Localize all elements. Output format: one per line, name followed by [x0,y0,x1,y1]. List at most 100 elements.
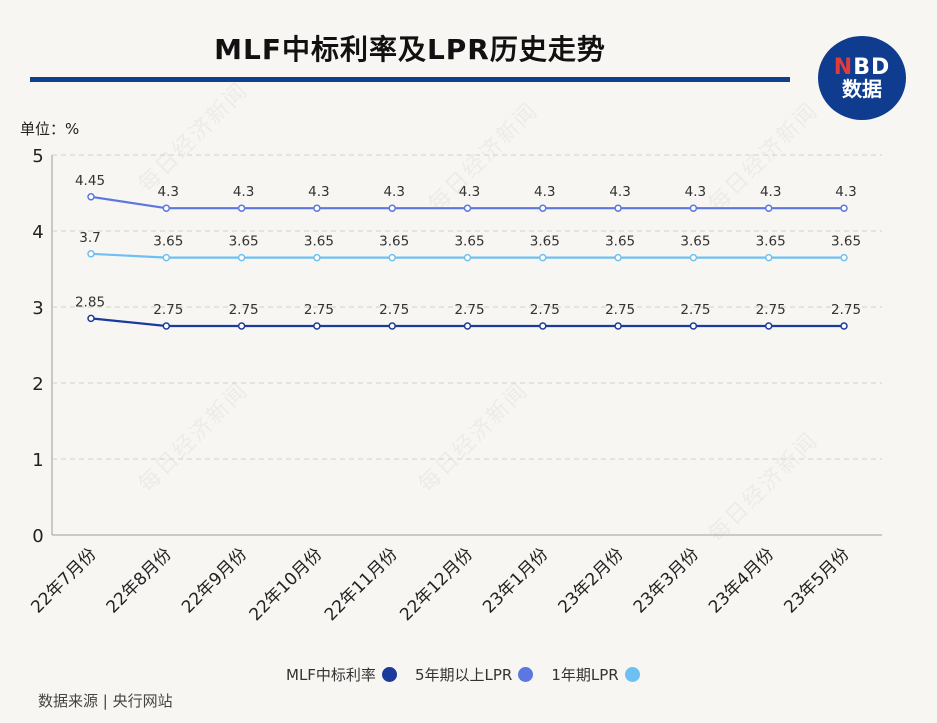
data-label: 4.3 [760,184,781,200]
data-point [162,204,171,212]
data-point [237,204,246,212]
y-tick-label: 2 [32,374,43,395]
data-label: 3.65 [605,234,635,250]
x-tick-label: 23年4月份 [705,544,778,617]
data-point [689,204,698,212]
data-point [463,204,472,212]
y-tick-label: 0 [32,526,43,547]
data-point [87,250,95,258]
legend-marker [518,667,534,682]
x-tick-label: 22年8月份 [103,544,176,617]
data-point [313,204,321,212]
data-label: 3.7 [79,230,100,246]
data-label: 4.3 [158,184,179,200]
unit-label: 单位：% [20,120,80,138]
data-label: 2.75 [680,302,710,318]
data-label: 3.65 [530,234,560,250]
legend-item-lpr-5y[interactable]: 5年期以上LPR [414,664,534,685]
data-point [840,204,848,212]
data-label: 2.75 [304,302,334,318]
data-source: 数据来源 | 央行网站 [38,692,173,710]
title-underline [30,77,790,82]
data-label: 2.75 [229,302,259,318]
y-tick-label: 3 [32,298,43,319]
data-point [764,322,773,330]
data-point [87,314,95,323]
x-tick-label: 22年10月份 [246,544,327,625]
data-point [313,253,321,262]
data-label: 3.65 [454,234,484,250]
data-label: 3.65 [379,234,409,250]
data-point [388,204,396,212]
legend-label: 5年期以上LPR [414,666,513,684]
data-point [764,204,773,212]
data-label: 2.75 [379,302,409,318]
x-tick-label: 22年7月份 [27,544,100,617]
data-label: 4.45 [75,173,105,189]
y-tick-label: 1 [32,450,43,471]
x-tick-label: 22年11月份 [321,544,402,625]
x-tick-label: 22年12月份 [396,544,477,625]
data-point [313,322,321,330]
data-label: 4.3 [534,184,555,200]
data-label: 2.75 [605,302,635,318]
data-label: 3.65 [680,234,710,250]
data-point [463,253,472,262]
data-point [614,322,622,330]
data-point [689,253,698,262]
data-label: 4.3 [308,184,329,200]
data-point [463,322,472,330]
data-label: 4.3 [233,184,254,200]
data-point [764,253,773,262]
chart-title: MLF中标利率及LPR历史走势 [214,33,606,66]
data-label: 2.75 [153,302,183,318]
data-label: 4.3 [383,184,404,200]
data-label: 4.3 [459,184,480,200]
data-label: 3.65 [153,234,183,250]
data-label: 3.65 [756,234,786,250]
x-tick-label: 23年1月份 [479,544,552,617]
data-label: 4.3 [835,184,856,200]
legend-item-mlf[interactable]: MLF中标利率 [286,664,397,685]
legend-marker [381,667,397,682]
nbd-logo: NBD 数据 [818,36,906,120]
data-point [237,253,246,262]
data-label: 4.3 [609,184,630,200]
data-point [162,253,171,262]
data-label: 2.85 [75,294,105,310]
legend-label: MLF中标利率 [286,666,376,684]
x-tick-label: 23年2月份 [554,544,627,617]
y-tick-label: 5 [32,146,43,167]
logo-subtext: 数据 [842,77,882,102]
y-tick-label: 4 [32,222,43,243]
data-label: 3.65 [831,234,861,250]
x-tick-label: 23年3月份 [630,544,703,617]
data-label: 3.65 [229,234,259,250]
data-point [388,253,396,262]
data-point [614,253,622,262]
data-point [539,322,547,330]
data-point [689,322,698,330]
logo-accent-letter: N [833,54,854,80]
data-point [840,253,848,262]
data-point [87,193,95,201]
data-point [237,322,246,330]
data-label: 2.75 [756,302,786,318]
data-label: 2.75 [454,302,484,318]
x-tick-label: 23年5月份 [780,544,853,617]
data-label: 2.75 [530,302,560,318]
data-label: 4.3 [685,184,706,200]
data-label: 3.65 [304,234,334,250]
data-point [840,322,848,330]
legend-item-lpr-1y[interactable]: 1年期LPR [551,664,640,685]
data-point [614,204,622,212]
data-point [162,322,171,330]
logo-letters: BD [853,54,891,80]
legend-marker [624,667,640,682]
legend-label: 1年期LPR [551,666,619,684]
legend: MLF中标利率 5年期以上LPR 1年期LPR [286,664,640,685]
data-point [388,322,396,330]
data-point [539,253,547,262]
x-tick-label: 22年9月份 [178,544,251,617]
